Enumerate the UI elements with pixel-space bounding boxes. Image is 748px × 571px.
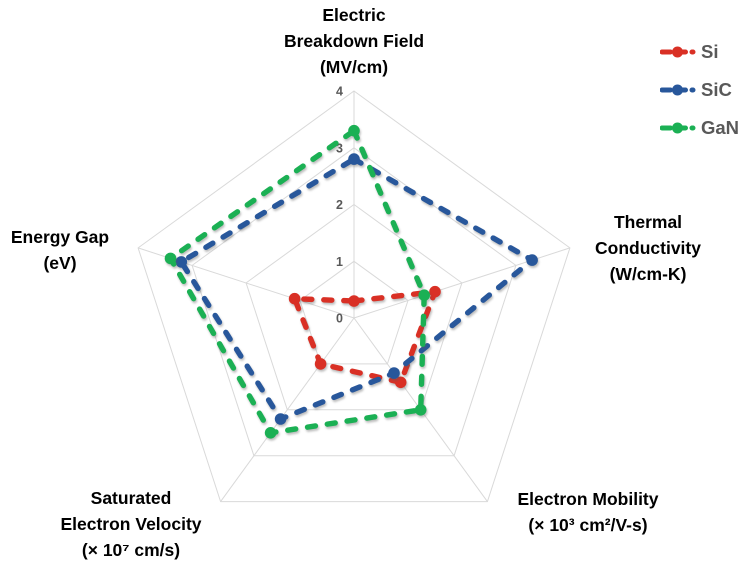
axis-title-line: (× 10⁷ cm/s) — [81, 540, 181, 560]
axis-title-line: Saturated — [90, 488, 172, 508]
data-point-marker — [348, 124, 360, 137]
data-point-marker — [414, 404, 427, 416]
series-sic — [175, 153, 538, 425]
legend-label: Si — [701, 41, 719, 62]
series-line-sic — [178, 156, 535, 422]
legend-item-sic[interactable]: SiC — [660, 78, 739, 102]
legend-marker-gan-icon — [660, 122, 696, 134]
axis-title-line: Electron Mobility — [517, 489, 659, 509]
data-point-marker — [394, 376, 407, 389]
axis-title-line: (× 10³ cm²/V-s) — [528, 515, 648, 535]
legend-label: GaN — [701, 117, 740, 138]
data-point-marker — [274, 413, 287, 425]
radar-gridline — [137, 90, 571, 503]
axis-title-electric-breakdown-field: Electric Breakdown Field (MV/cm) — [284, 2, 424, 80]
legend-item-si[interactable]: Si — [660, 40, 739, 64]
data-point-marker — [164, 252, 177, 265]
legend-marker-sic-icon — [660, 84, 696, 96]
axis-title-line: (MV/cm) — [319, 57, 389, 77]
axis-title-saturated-electron-velocity: Saturated Electron Velocity (× 10⁷ cm/s) — [60, 485, 201, 563]
legend-item-gan[interactable]: GaN — [660, 116, 739, 140]
legend-marker-si-icon — [660, 46, 696, 58]
axis-title-line: Electric — [322, 5, 386, 25]
radial-tick-label: 1 — [336, 255, 343, 269]
axis-title-electron-mobility: Electron Mobility (× 10³ cm²/V-s) — [518, 486, 659, 538]
data-point-marker — [388, 367, 400, 379]
data-point-marker — [429, 285, 441, 298]
axis-title-line: (W/cm-K) — [609, 264, 687, 284]
axis-title-line: Conductivity — [595, 238, 701, 258]
radial-tick-label: 0 — [336, 312, 343, 326]
data-point-marker — [175, 256, 188, 268]
data-point-marker — [348, 295, 360, 307]
radial-tick-label: 3 — [336, 141, 343, 155]
data-point-marker — [526, 254, 538, 266]
legend-label: SiC — [701, 79, 732, 100]
data-point-marker — [314, 358, 327, 370]
axis-title-line: Energy Gap — [10, 227, 110, 247]
radar-gridline — [245, 203, 463, 411]
data-point-marker — [288, 292, 301, 305]
radar-gridline — [191, 147, 517, 457]
data-point-marker — [348, 153, 360, 165]
data-point-marker — [264, 427, 277, 439]
axis-title-line: Thermal — [613, 212, 683, 232]
axis-title-line: Breakdown Field — [283, 31, 425, 51]
axis-title-line: Electron Velocity — [60, 514, 202, 534]
data-point-marker — [418, 289, 431, 302]
radial-tick-label: 2 — [336, 198, 343, 212]
axis-title-line: (eV) — [43, 253, 77, 273]
series-gan — [164, 124, 431, 439]
legend: Si SiC GaN — [660, 40, 739, 140]
axis-title-energy-gap: Energy Gap (eV) — [11, 224, 109, 276]
series-line-gan — [167, 127, 427, 436]
series-si — [288, 285, 441, 389]
axis-title-thermal-conductivity: Thermal Conductivity (W/cm-K) — [595, 209, 701, 287]
radial-tick-label: 4 — [336, 85, 343, 99]
